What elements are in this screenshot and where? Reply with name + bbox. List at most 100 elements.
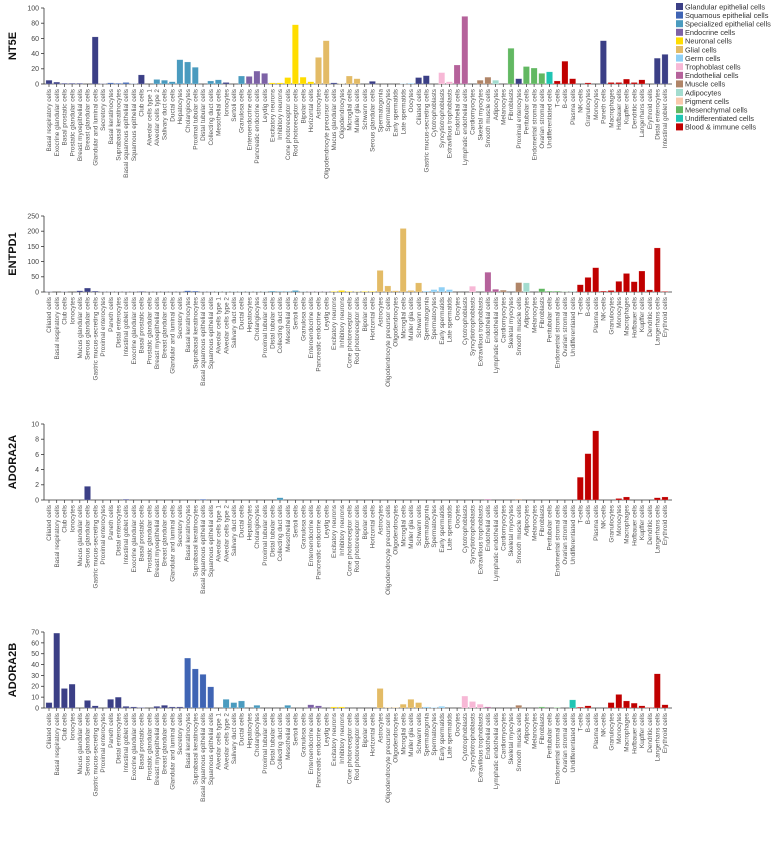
x-tick-label: Astrocytes: [377, 505, 384, 535]
x-tick-label: Kupffer cells: [624, 89, 631, 124]
x-tick-label: Dendritic cells: [647, 297, 654, 337]
bar: [654, 247, 661, 293]
x-tick-label: Lymphatic endothelial cells: [462, 89, 469, 165]
x-tick-label: Club cells: [139, 89, 146, 117]
x-tick-label: Granulocytes: [608, 713, 615, 751]
x-tick-label: Collecting duct cells: [277, 713, 284, 769]
bar: [623, 273, 630, 293]
x-tick-label: Mesothelial cells: [285, 505, 292, 552]
bar: [184, 290, 191, 293]
x-tick-label: Suprabasal keratinocytes: [116, 89, 123, 161]
x-tick-label: Melanocytes: [531, 713, 538, 749]
x-tick-label: Undifferentiated cells: [547, 89, 554, 149]
x-tick-label: Serous glandular cells: [85, 713, 92, 776]
bar: [45, 79, 53, 85]
bar: [322, 40, 330, 85]
x-tick-label: Endometrial stromal cells: [554, 297, 561, 368]
x-tick-label: Breast glandular cells: [162, 713, 169, 774]
legend-entry: Muscle cells: [685, 80, 726, 89]
bar: [546, 290, 553, 293]
x-tick-label: T-cells: [578, 505, 585, 523]
x-tick-label: Hepatocytes: [246, 505, 253, 541]
bar: [138, 707, 145, 709]
x-tick-label: Cholangiocytes: [254, 505, 261, 549]
bar: [415, 77, 422, 85]
bar: [407, 83, 415, 85]
x-tick-label: Excitatory neurons: [331, 505, 338, 558]
bar: [623, 496, 630, 501]
x-tick-label: Fibroblasts: [539, 297, 546, 328]
bar: [215, 79, 222, 85]
x-tick-label: Leydig cells: [323, 713, 330, 746]
x-tick-label: Proximal enterocytes: [516, 89, 523, 149]
x-tick-label: Hepatocytes: [246, 713, 253, 749]
x-tick-label: Mesothelial cells: [216, 89, 223, 136]
x-tick-label: Salivary duct cells: [231, 505, 238, 556]
x-tick-label: Dendritic cells: [631, 89, 638, 129]
x-tick-label: Inhibitory neurons: [339, 505, 346, 556]
x-tick-label: Erythroid cells: [662, 713, 669, 753]
x-tick-label: Ionocytes: [69, 505, 76, 532]
x-tick-label: Leydig cells: [323, 505, 330, 538]
x-tick-label: Leydig cells: [323, 297, 330, 330]
y-tick-label: 60: [31, 640, 39, 647]
x-tick-label: Basal keratinocytes: [185, 713, 192, 768]
bar: [446, 81, 453, 85]
x-tick-label: Basal keratinocytes: [185, 297, 192, 352]
x-tick-label: Oocytes: [454, 713, 461, 736]
x-tick-label: Cardiomyocytes: [501, 297, 508, 343]
x-tick-label: Oocytes: [454, 297, 461, 320]
x-tick-label: Basal respiratory cells: [54, 505, 61, 568]
y-tick-label: 70: [31, 629, 39, 636]
x-tick-label: Basal squamous epithelial cells: [123, 89, 130, 178]
x-tick-label: Ductal cells: [169, 89, 176, 122]
bar: [654, 497, 661, 501]
bar: [191, 290, 199, 293]
x-tick-label: Mesothelial cells: [285, 297, 292, 344]
x-tick-label: Rod photoreceptor cells: [354, 505, 361, 573]
bar: [392, 707, 399, 709]
bar: [461, 695, 469, 709]
bar: [415, 702, 422, 709]
x-tick-label: Collecting duct cells: [277, 297, 284, 353]
x-tick-label: Suprabasal keratinocytes: [193, 297, 200, 369]
bar: [500, 289, 507, 293]
x-tick-label: Syncytiotrophoblasts: [470, 297, 477, 356]
x-tick-label: Ionocytes: [69, 297, 76, 324]
x-tick-label: Dendritic cells: [647, 505, 654, 545]
x-tick-label: Endothelial cells: [454, 89, 461, 135]
bar: [276, 82, 284, 85]
bar: [615, 281, 623, 293]
bar: [84, 287, 91, 293]
bar: [584, 705, 592, 709]
x-tick-label: Spermatocytes: [431, 297, 438, 340]
x-tick-label: Rod photoreceptor cells: [354, 297, 361, 365]
x-tick-label: Basal keratinocytes: [108, 89, 115, 144]
x-tick-label: Ovarian stromal cells: [562, 297, 569, 357]
bar: [238, 700, 245, 709]
bar: [523, 66, 530, 85]
x-tick-label: Enteroendocrine cells: [308, 297, 315, 358]
bar: [515, 705, 522, 709]
bar: [553, 290, 561, 293]
x-tick-label: Lymphatic endothelial cells: [493, 505, 500, 581]
x-tick-label: Cone photoreceptor cells: [347, 505, 354, 576]
bar: [168, 81, 176, 85]
bar: [607, 82, 615, 85]
x-tick-label: Basal respiratory cells: [54, 297, 61, 360]
bar: [615, 82, 623, 85]
bar: [153, 706, 161, 709]
legend-entry: Mesenchymal cells: [685, 106, 748, 115]
legend-entry: Endocrine cells: [685, 28, 735, 37]
bar: [415, 282, 422, 293]
bar: [561, 61, 569, 85]
bar: [600, 40, 607, 85]
x-tick-label: Oligodendrocyte precursor cells: [385, 297, 392, 387]
x-tick-label: Endothelial cells: [485, 297, 492, 343]
bar: [299, 76, 307, 85]
x-tick-label: Cardiomyocytes: [470, 89, 477, 135]
x-tick-label: B-cells: [562, 89, 569, 108]
x-tick-label: Alveolar cells type 1: [216, 505, 223, 562]
